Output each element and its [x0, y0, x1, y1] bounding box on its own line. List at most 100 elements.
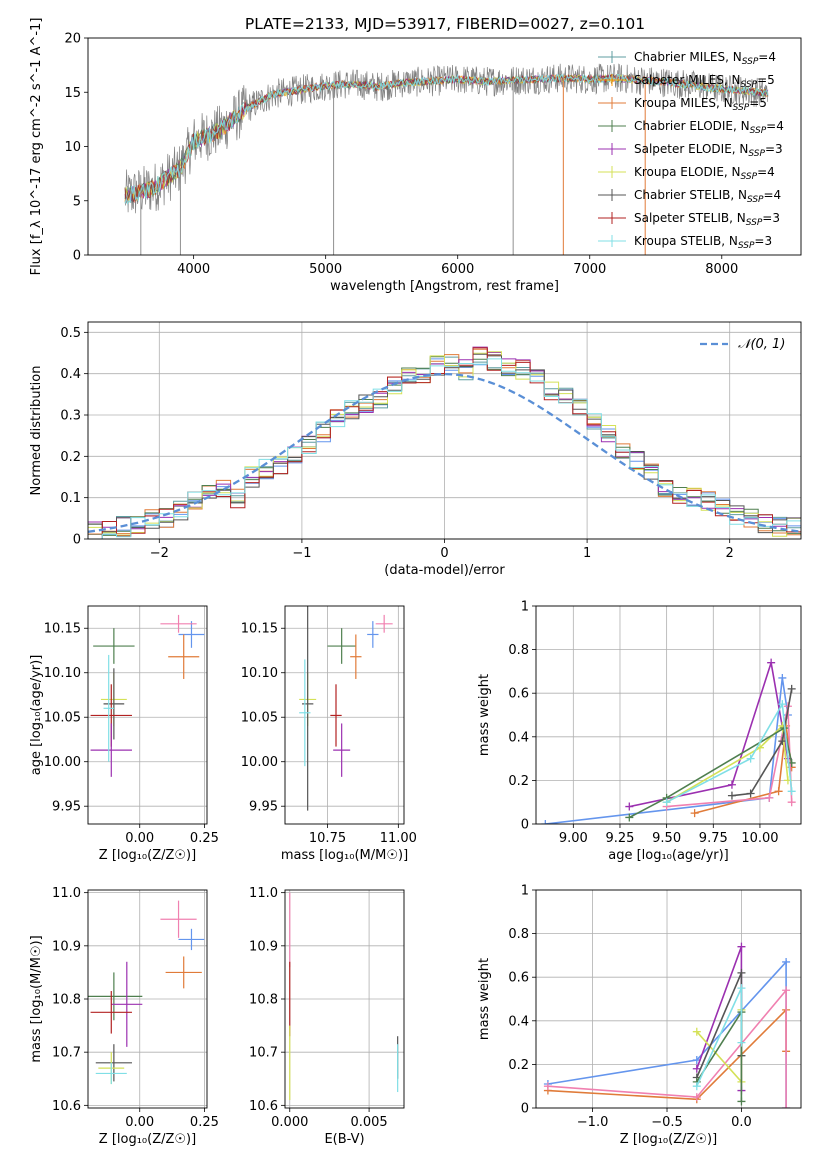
y-tick-label: 10.15 — [241, 622, 278, 637]
y-tick-label: 0.8 — [508, 643, 529, 658]
x-axis-label: Z [log₁₀(Z/Z☉)] — [620, 1132, 717, 1147]
y-axis-label: mass [log₁₀(M/M☉)] — [29, 935, 44, 1062]
x-tick-label: 9.00 — [559, 831, 588, 846]
y-tick-label: 10.00 — [44, 755, 81, 770]
weight-point-marker — [778, 700, 787, 709]
x-tick-label: 6000 — [441, 262, 474, 277]
x-tick-label: 5000 — [309, 262, 342, 277]
y-axis-label: Flux [f_λ 10^-17 erg cm^-2 s^-1 A^-1] — [29, 18, 44, 276]
x-tick-label: −2 — [150, 546, 169, 561]
y-tick-label: 15 — [64, 86, 81, 101]
weight-point-marker — [625, 813, 634, 822]
y-tick-label: 10.6 — [249, 1099, 278, 1114]
chart-mass_weight_vs_age: 9.00 9.25 9.50 9.75 10.00 0 0.2 0.4 0.6 0.8 1 age [… — [477, 600, 802, 863]
x-axis-label: wavelength [Angstrom, rest frame] — [330, 279, 559, 294]
weight-point-marker — [782, 957, 791, 966]
legend-entry: Kroupa MILES, NSSP=5 — [634, 96, 767, 113]
weight-point-marker — [543, 1082, 552, 1091]
weight-point-marker — [787, 787, 796, 796]
weight-series-line — [628, 726, 793, 819]
chart-age_vs_mass: 10.75 11.00 9.95 10.00 10.05 10.10 10.15 mass [… — [241, 605, 417, 863]
chart-mass_weight_vs_Z: −1.0 −0.5 0.0 0 0.2 0.4 0.6 0.8 1 Z [log₁₀(Z/Z☉)]… — [477, 884, 802, 1147]
weight-point-marker — [737, 1097, 746, 1106]
x-tick-label: 2 — [726, 546, 734, 561]
legend-entry: Kroupa ELODIE, NSSP=4 — [634, 165, 775, 182]
x-axis-label: Z [log₁₀(Z/Z☉)] — [99, 1132, 196, 1147]
y-tick-label: 0 — [521, 818, 529, 833]
weight-point-marker — [778, 673, 787, 682]
histogram-step — [88, 351, 801, 537]
x-tick-label: 8000 — [705, 262, 738, 277]
axes-frame — [87, 37, 802, 256]
weight-series-line — [666, 724, 789, 803]
y-tick-label: 0.1 — [60, 491, 81, 506]
x-tick-label: −0.5 — [651, 1115, 683, 1130]
x-tick-label: 0 — [440, 546, 448, 561]
x-tick-label: 10.00 — [741, 831, 778, 846]
y-tick-label: 10.9 — [52, 939, 81, 954]
y-tick-label: 10.7 — [52, 1046, 81, 1061]
weight-plot — [543, 942, 791, 1108]
weight-point-marker — [737, 942, 746, 951]
x-tick-label: 0.000 — [271, 1115, 308, 1130]
legend-entry: Chabrier STELIB, NSSP=4 — [634, 188, 781, 205]
weight-point-marker — [782, 986, 791, 995]
chart-spectrum: 4000 5000 6000 7000 8000 0 5 10 15 20 wavelength [… — [29, 18, 802, 294]
axes-frame — [87, 889, 208, 1109]
weight-point-marker — [787, 798, 796, 807]
x-tick-label: 7000 — [573, 262, 606, 277]
axes-frame — [535, 889, 802, 1109]
y-tick-label: 0 — [73, 249, 81, 264]
scatter-plot — [88, 900, 205, 1085]
chart-mass_vs_Z: 0.00 0.25 10.6 10.7 10.8 10.9 11.0 Z [log₁₀(Z/Z… — [29, 886, 219, 1147]
legend-entry: Salpeter MILES, NSSP=5 — [634, 73, 775, 90]
legend-entry: Chabrier ELODIE, NSSP=4 — [634, 119, 784, 136]
y-tick-label: 10.00 — [241, 755, 278, 770]
y-tick-label: 11.0 — [52, 886, 81, 901]
weight-point-marker — [746, 754, 755, 763]
y-tick-label: 10.15 — [44, 622, 81, 637]
x-tick-label: 10.75 — [309, 831, 346, 846]
weight-point-marker — [737, 968, 746, 977]
chart-residuals: −2 −1 0 1 2 0 0.1 0.2 0.3 0.4 0.5 (data-model)/erro… — [29, 321, 802, 578]
y-tick-label: 0.2 — [508, 1058, 529, 1073]
y-tick-label: 10.10 — [44, 666, 81, 681]
axes-frame — [87, 321, 802, 540]
y-tick-label: 0.4 — [508, 730, 529, 745]
y-tick-label: 11.0 — [249, 886, 278, 901]
y-tick-label: 9.95 — [52, 800, 81, 815]
y-tick-label: 0.4 — [60, 367, 81, 382]
x-tick-label: 11.00 — [380, 831, 417, 846]
axes-frame — [87, 605, 208, 825]
x-tick-label: 0.25 — [190, 1115, 219, 1130]
y-tick-label: 0.2 — [60, 450, 81, 465]
y-tick-label: 0.4 — [508, 1014, 529, 1029]
x-tick-label: 9.50 — [652, 831, 681, 846]
x-axis-label: age [log₁₀(age/yr)] — [608, 848, 729, 863]
legend-entry: Chabrier MILES, NSSP=4 — [634, 50, 776, 67]
legend-entry: 𝒩(0, 1) — [738, 337, 785, 352]
x-tick-label: 0.005 — [350, 1115, 387, 1130]
y-axis-label: age [log₁₀(age/yr)] — [29, 655, 44, 776]
weight-point-marker — [727, 791, 736, 800]
y-tick-label: 0.6 — [508, 971, 529, 986]
x-tick-label: −1 — [292, 546, 311, 561]
weight-point-marker — [727, 780, 736, 789]
x-axis-label: (data-model)/error — [384, 563, 505, 578]
chart-mass_vs_ebv: 0.000 0.005 10.6 10.7 10.8 10.9 11.0 E(B-V) — [249, 886, 405, 1147]
x-tick-label: −1.0 — [577, 1115, 609, 1130]
weight-point-marker — [765, 793, 774, 802]
y-tick-label: 10 — [64, 140, 81, 155]
y-tick-label: 5 — [73, 194, 81, 209]
y-tick-label: 0.8 — [508, 927, 529, 942]
axes-frame — [535, 605, 802, 825]
y-tick-label: 0.2 — [508, 774, 529, 789]
y-axis-label: Normed distribution — [29, 366, 44, 496]
y-tick-label: 10.05 — [44, 711, 81, 726]
model-spectrum-line — [124, 73, 769, 204]
y-tick-label: 10.8 — [52, 993, 81, 1008]
weight-point-marker — [787, 684, 796, 693]
weight-point-marker — [737, 984, 746, 993]
weight-point-marker — [746, 789, 755, 798]
